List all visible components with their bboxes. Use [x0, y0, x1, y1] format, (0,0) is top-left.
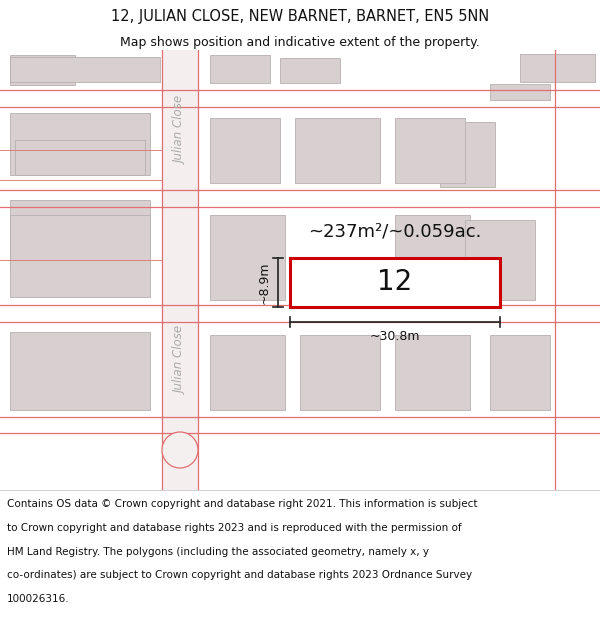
Text: ~237m²/~0.059ac.: ~237m²/~0.059ac. [308, 223, 482, 241]
Text: 12, JULIAN CLOSE, NEW BARNET, BARNET, EN5 5NN: 12, JULIAN CLOSE, NEW BARNET, BARNET, EN… [111, 9, 489, 24]
Bar [290, 258, 500, 307]
Text: ~30.8m: ~30.8m [370, 330, 420, 343]
Text: Julian Close: Julian Close [173, 96, 187, 164]
Text: Map shows position and indicative extent of the property.: Map shows position and indicative extent… [120, 36, 480, 49]
Bar [465, 220, 535, 300]
Bar [210, 55, 270, 83]
Bar [162, 50, 198, 490]
Bar [395, 118, 465, 183]
Text: 12: 12 [377, 269, 413, 296]
Bar [300, 335, 380, 410]
Bar [15, 232, 145, 270]
Bar [490, 335, 550, 410]
Bar [10, 55, 75, 85]
Text: co-ordinates) are subject to Crown copyright and database rights 2023 Ordnance S: co-ordinates) are subject to Crown copyr… [7, 571, 472, 581]
Bar [10, 113, 150, 175]
Bar [10, 332, 150, 410]
Bar [490, 84, 550, 100]
Bar [440, 122, 495, 187]
Text: 100026316.: 100026316. [7, 594, 70, 604]
Bar [210, 215, 285, 300]
Text: HM Land Registry. The polygons (including the associated geometry, namely x, y: HM Land Registry. The polygons (includin… [7, 547, 429, 557]
Circle shape [162, 432, 198, 468]
Text: ~8.9m: ~8.9m [258, 261, 271, 304]
Bar [210, 335, 285, 410]
Text: Contains OS data © Crown copyright and database right 2021. This information is : Contains OS data © Crown copyright and d… [7, 499, 478, 509]
Bar [280, 58, 340, 83]
Bar [395, 335, 470, 410]
Bar [455, 237, 520, 297]
Bar [520, 54, 595, 82]
Text: to Crown copyright and database rights 2023 and is reproduced with the permissio: to Crown copyright and database rights 2… [7, 523, 462, 533]
Bar [10, 57, 160, 82]
Bar [10, 215, 150, 297]
Bar [15, 140, 145, 175]
Bar [210, 118, 280, 183]
Text: Julian Close: Julian Close [173, 326, 187, 394]
Bar [395, 215, 470, 300]
Bar [295, 118, 380, 183]
Bar [10, 200, 150, 270]
